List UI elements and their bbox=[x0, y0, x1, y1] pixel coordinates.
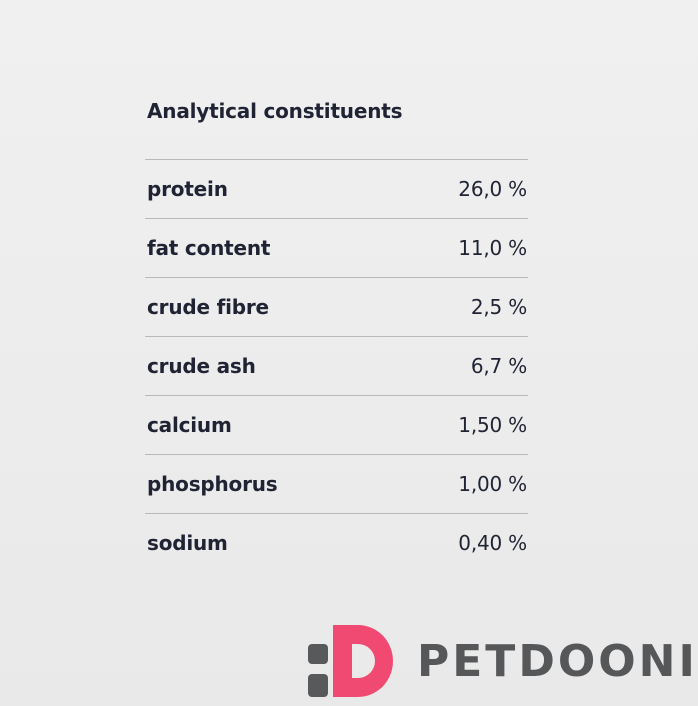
constituent-value: 1,50 % bbox=[458, 413, 527, 437]
constituent-name: protein bbox=[147, 177, 228, 201]
table-row: fat content 11,0 % bbox=[145, 218, 528, 277]
table-row: calcium 1,50 % bbox=[145, 395, 528, 454]
section-title: Analytical constituents bbox=[147, 99, 403, 123]
logo-text: PETDOONI bbox=[417, 636, 698, 687]
logo-icon bbox=[308, 625, 393, 697]
logo[interactable]: PETDOONI bbox=[306, 622, 698, 706]
table-row: sodium 0,40 % bbox=[145, 513, 528, 572]
constituent-value: 6,7 % bbox=[470, 354, 527, 378]
constituent-name: phosphorus bbox=[147, 472, 278, 496]
constituent-value: 11,0 % bbox=[458, 236, 527, 260]
table-row: crude fibre 2,5 % bbox=[145, 277, 528, 336]
constituent-name: crude ash bbox=[147, 354, 256, 378]
constituent-value: 2,5 % bbox=[470, 295, 527, 319]
table-row: phosphorus 1,00 % bbox=[145, 454, 528, 513]
constituent-value: 1,00 % bbox=[458, 472, 527, 496]
constituent-value: 26,0 % bbox=[458, 177, 527, 201]
table-row: protein 26,0 % bbox=[145, 159, 528, 218]
constituent-name: fat content bbox=[147, 236, 271, 260]
constituent-name: crude fibre bbox=[147, 295, 269, 319]
constituent-name: calcium bbox=[147, 413, 232, 437]
constituent-value: 0,40 % bbox=[458, 531, 527, 555]
constituent-name: sodium bbox=[147, 531, 228, 555]
constituents-table: protein 26,0 % fat content 11,0 % crude fibr… bbox=[145, 159, 528, 572]
table-row: crude ash 6,7 % bbox=[145, 336, 528, 395]
